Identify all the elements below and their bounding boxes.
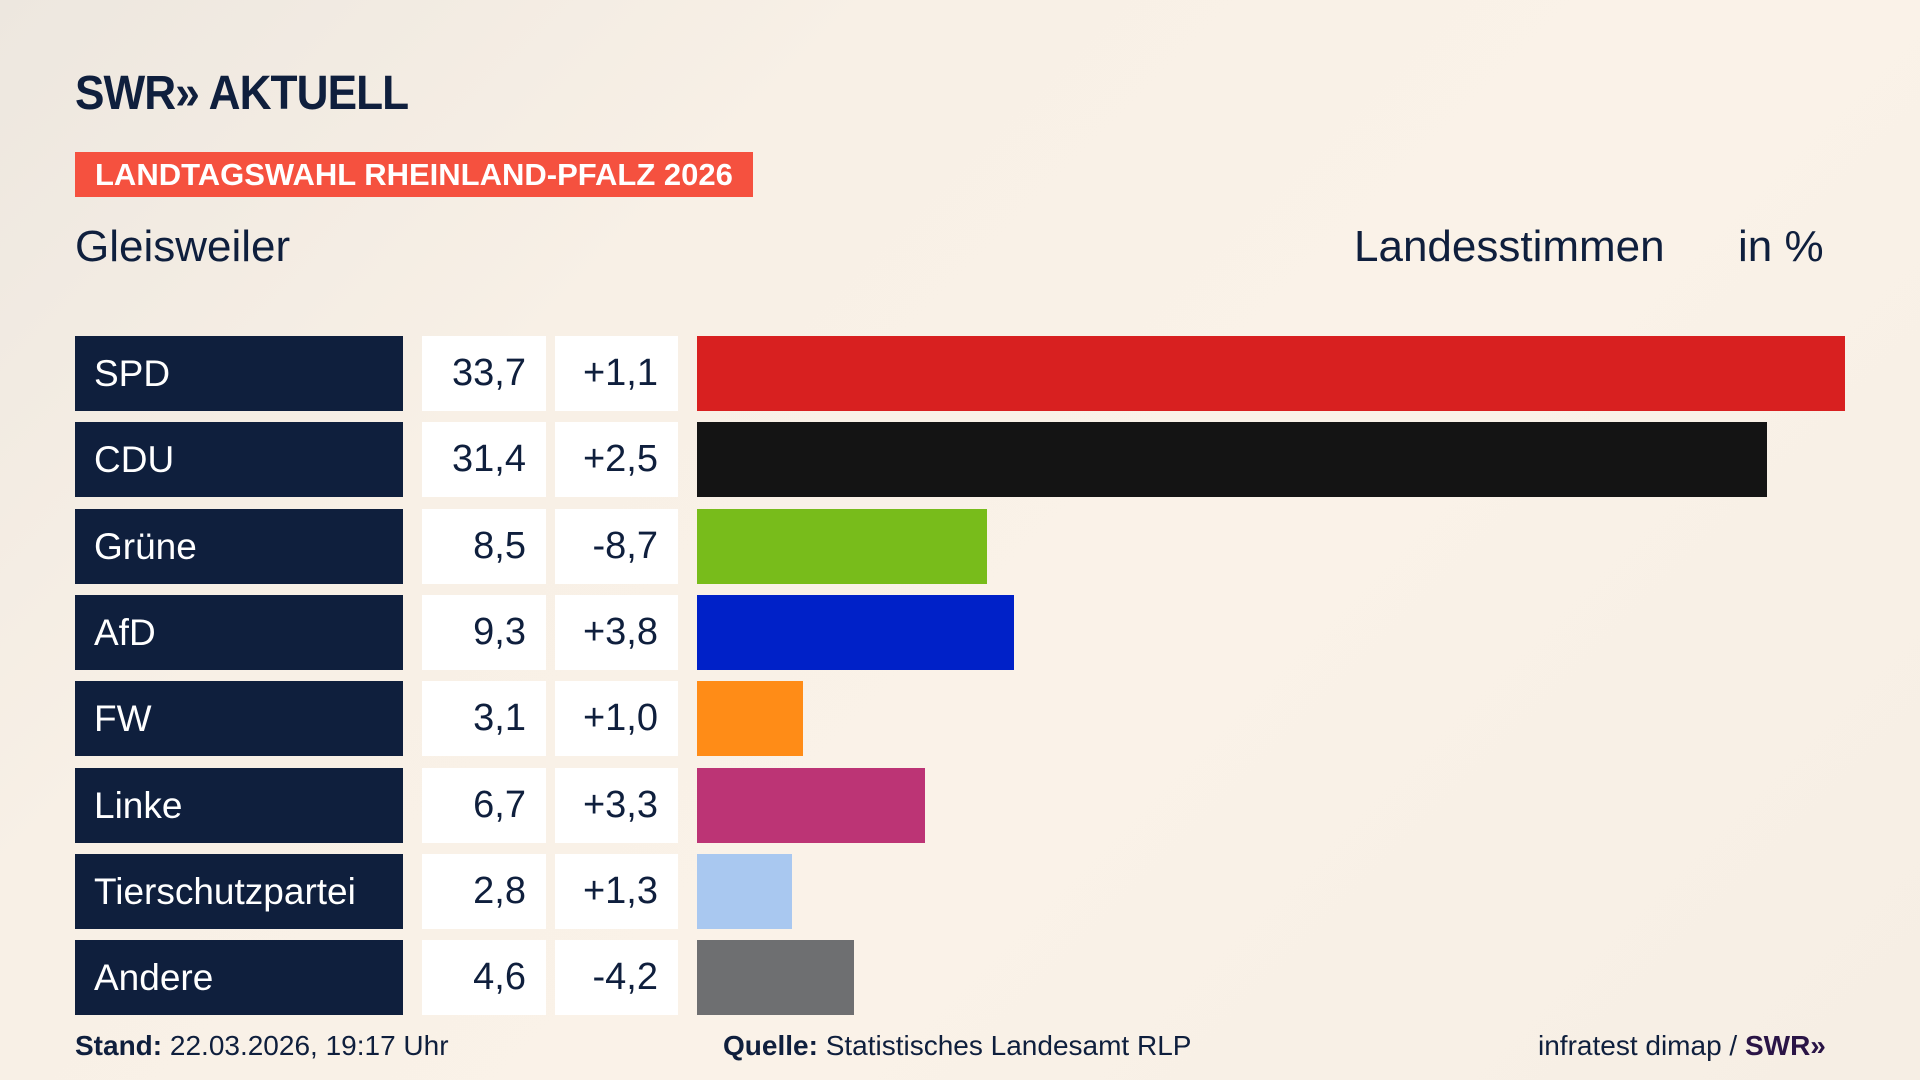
party-value: 6,7 xyxy=(422,767,546,843)
party-diff: -4,2 xyxy=(555,940,678,1016)
party-bar xyxy=(697,853,793,929)
credit-text: infratest dimap / xyxy=(1538,1030,1745,1061)
unit-label: in % xyxy=(1738,222,1824,271)
party-row: Linke 6,7 +3,3 xyxy=(0,767,1920,843)
party-row: FW 3,1 +1,0 xyxy=(0,681,1920,757)
party-diff: +1,3 xyxy=(555,853,678,929)
party-bar xyxy=(697,422,1767,498)
party-bar xyxy=(697,681,803,757)
party-diff: +1,1 xyxy=(555,336,678,411)
party-value: 9,3 xyxy=(422,594,546,670)
swr-aktuell-logo: SWR» AKTUELL xyxy=(75,67,409,120)
party-value: 2,8 xyxy=(422,853,546,929)
party-bar xyxy=(697,940,854,1016)
vote-type-label: Landesstimmen xyxy=(1354,222,1665,271)
party-diff: -8,7 xyxy=(555,508,678,584)
party-name: Linke xyxy=(75,767,403,843)
credit: infratest dimap / SWR» xyxy=(1538,1030,1826,1062)
place-title: Gleisweiler xyxy=(75,222,291,271)
election-banner: LANDTAGSWAHL RHEINLAND-PFALZ 2026 xyxy=(75,152,753,197)
party-name: Tierschutzpartei xyxy=(75,853,403,929)
party-diff: +3,8 xyxy=(555,594,678,670)
party-diff: +2,5 xyxy=(555,422,678,498)
stand-value: 22.03.2026, 19:17 Uhr xyxy=(162,1030,449,1061)
source: Quelle: Statistisches Landesamt RLP xyxy=(723,1030,1191,1062)
party-value: 33,7 xyxy=(422,336,546,411)
party-value: 3,1 xyxy=(422,681,546,757)
party-name: Andere xyxy=(75,940,403,1016)
source-label: Quelle: xyxy=(723,1030,818,1061)
party-row: CDU 31,4 +2,5 xyxy=(0,422,1920,498)
party-row: AfD 9,3 +3,8 xyxy=(0,594,1920,670)
party-value: 4,6 xyxy=(422,940,546,1016)
party-name: AfD xyxy=(75,594,403,670)
party-bar xyxy=(697,594,1014,670)
party-bar xyxy=(697,767,926,843)
party-row: Tierschutzpartei 2,8 +1,3 xyxy=(0,853,1920,929)
party-name: FW xyxy=(75,681,403,757)
swr-brand: SWR» xyxy=(1744,1030,1826,1061)
party-bar xyxy=(697,336,1845,411)
party-row: SPD 33,7 +1,1 xyxy=(0,336,1920,411)
party-row: Andere 4,6 -4,2 xyxy=(0,940,1920,1016)
party-value: 31,4 xyxy=(422,422,546,498)
party-diff: +3,3 xyxy=(555,767,678,843)
party-bar xyxy=(697,508,987,584)
party-name: CDU xyxy=(75,422,403,498)
party-name: SPD xyxy=(75,336,403,411)
party-value: 8,5 xyxy=(422,508,546,584)
timestamp: Stand: 22.03.2026, 19:17 Uhr xyxy=(75,1030,449,1062)
source-value: Statistisches Landesamt RLP xyxy=(817,1030,1192,1061)
stand-label: Stand: xyxy=(75,1030,163,1061)
party-row: Grüne 8,5 -8,7 xyxy=(0,508,1920,584)
party-name: Grüne xyxy=(75,508,403,584)
party-diff: +1,0 xyxy=(555,681,678,757)
